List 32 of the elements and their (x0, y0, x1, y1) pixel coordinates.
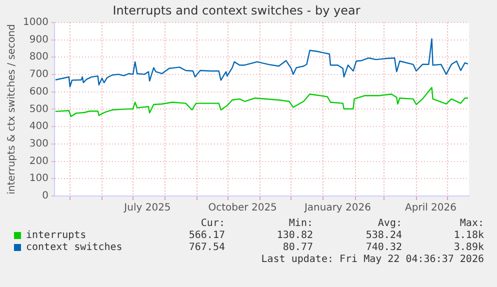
y-tick-label: 500 (29, 104, 48, 115)
y-tick-label: 100 (29, 173, 48, 184)
text: 566.17 (188, 230, 225, 241)
text: Min: (288, 218, 313, 229)
text: 1.18k (452, 230, 484, 241)
y-tick-label: 1000 (22, 16, 48, 28)
text: 80.77 (282, 242, 313, 253)
y-tick-label: 900 (29, 34, 48, 46)
text: Cur: (200, 218, 225, 229)
chart-title: Interrupts and context switches - by year (112, 3, 360, 18)
y-tick-label: 300 (29, 138, 48, 150)
legend-label: context switches (26, 242, 122, 253)
text: 538.24 (364, 230, 402, 241)
x-tick-label: July 2025 (123, 202, 171, 214)
x-tick-label: January 2026 (303, 202, 371, 214)
y-tick-label: 800 (29, 52, 48, 63)
y-axis-title: interrupts & ctx switches / second (6, 24, 18, 194)
text: 3.89k (452, 242, 484, 253)
text: Last update: Fri May 22 04:36:37 2026 (260, 254, 484, 265)
x-tick-label: October 2025 (208, 202, 277, 214)
y-tick-label: 0 (42, 190, 48, 202)
text: Avg: (376, 218, 402, 229)
text: 740.32 (364, 242, 402, 253)
text: 130.82 (276, 230, 313, 241)
legend-label: interrupts (26, 230, 86, 241)
y-tick-label: 700 (29, 69, 48, 80)
y-tick-label: 400 (29, 121, 48, 132)
text: Max: (458, 218, 484, 229)
text: 767.54 (188, 242, 225, 253)
y-tick-label: 200 (29, 156, 48, 167)
y-tick-label: 600 (29, 86, 48, 98)
x-tick-label: April 2026 (405, 202, 456, 214)
